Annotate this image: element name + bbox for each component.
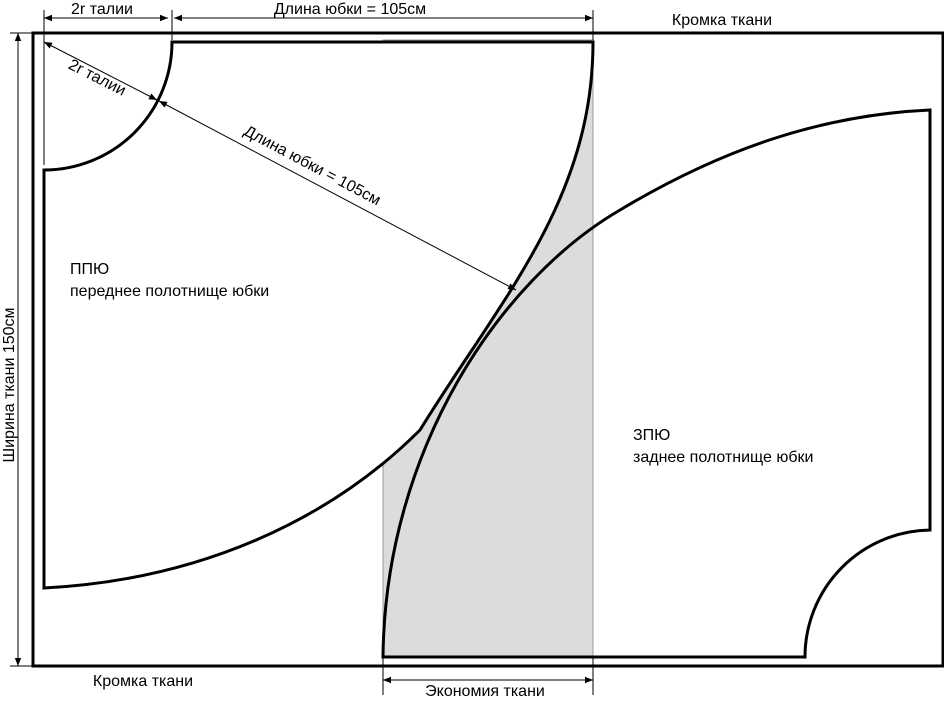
label: Экономия ткани xyxy=(425,683,545,698)
label: Ширина ткани 150см xyxy=(1,307,18,462)
label: ППЮ xyxy=(70,261,109,278)
back-panel xyxy=(381,108,932,659)
label: Длина юбки = 105см xyxy=(274,1,426,18)
label: Кромка ткани xyxy=(93,673,193,690)
dimension-lines xyxy=(10,10,594,695)
label: Кромка ткани xyxy=(672,12,772,29)
label: 2r талии xyxy=(66,56,129,99)
label: заднее полотнище юбки xyxy=(633,449,813,466)
label: ЗПЮ xyxy=(633,427,670,444)
label: переднее полотнище юбки xyxy=(70,283,269,300)
fabric xyxy=(31,31,944,668)
label: 2r талии xyxy=(71,1,133,18)
